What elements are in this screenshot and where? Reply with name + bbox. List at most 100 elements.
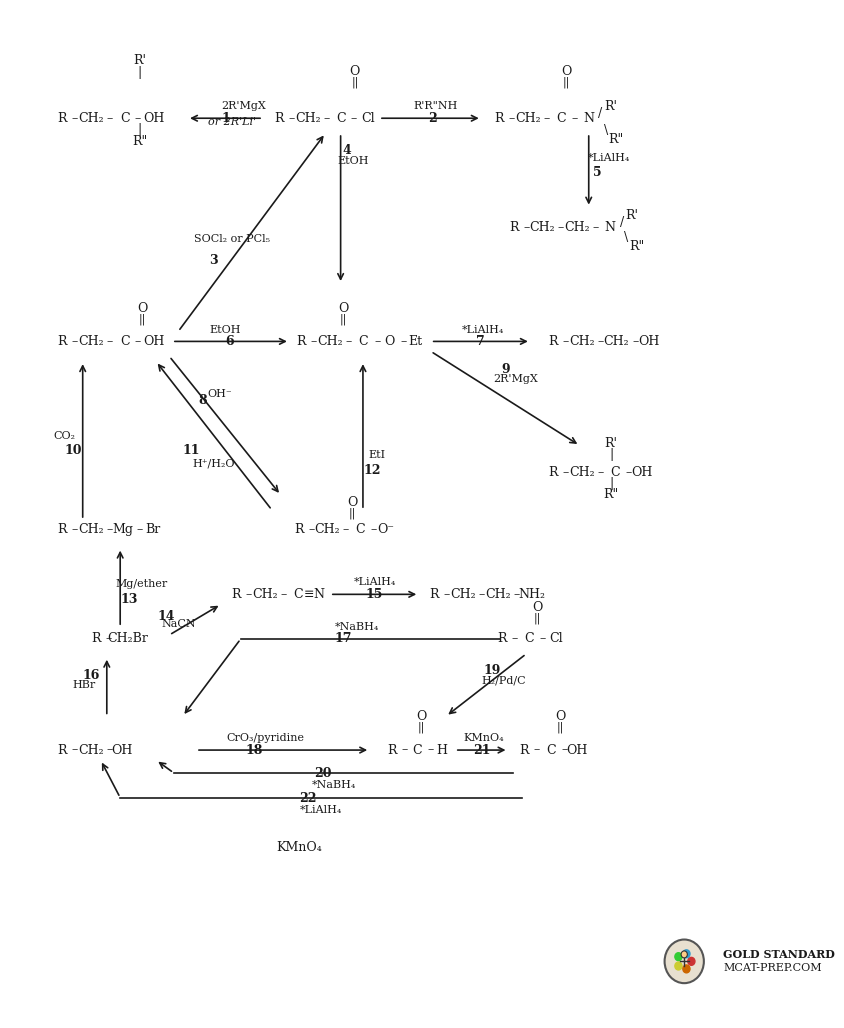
Text: O: O — [349, 65, 360, 78]
Text: R": R" — [630, 240, 645, 253]
Text: MCAT-PREP.COM: MCAT-PREP.COM — [723, 963, 822, 974]
Text: OH: OH — [638, 335, 659, 347]
Text: Cl: Cl — [549, 632, 562, 646]
Text: *NaBH₄: *NaBH₄ — [312, 780, 356, 790]
Text: KMnO₄: KMnO₄ — [276, 841, 322, 854]
Text: C: C — [355, 523, 365, 537]
Text: R: R — [495, 112, 504, 124]
Text: EtOH: EtOH — [210, 325, 241, 334]
Text: R': R' — [133, 54, 146, 67]
Text: –: – — [592, 221, 599, 233]
Text: 9: 9 — [501, 363, 510, 375]
Text: O: O — [338, 302, 349, 316]
Text: –: – — [544, 112, 550, 124]
Text: /: / — [619, 216, 624, 229]
Text: –: – — [571, 112, 577, 124]
Text: R: R — [91, 632, 100, 646]
Text: C: C — [611, 466, 620, 479]
Text: ||: || — [339, 314, 347, 325]
Text: R: R — [549, 335, 558, 347]
Text: –: – — [345, 335, 352, 347]
Text: 7: 7 — [476, 335, 485, 347]
Text: R: R — [387, 743, 398, 757]
Text: 8: 8 — [198, 395, 207, 407]
Text: O: O — [561, 65, 571, 78]
Text: O: O — [416, 710, 426, 723]
Text: –: – — [72, 743, 78, 757]
Text: –: – — [371, 523, 376, 537]
Text: CH₂: CH₂ — [450, 588, 476, 600]
Text: CH₂: CH₂ — [315, 523, 340, 537]
Text: –: – — [72, 523, 78, 537]
Text: 15: 15 — [365, 588, 383, 600]
Text: 12: 12 — [363, 464, 381, 477]
Text: 13: 13 — [121, 593, 138, 605]
Text: –: – — [72, 112, 78, 124]
Text: 16: 16 — [83, 669, 100, 683]
Text: R: R — [57, 335, 67, 347]
Text: –: – — [135, 335, 141, 347]
Text: H: H — [436, 743, 447, 757]
Text: |: | — [609, 448, 614, 461]
Text: CH₂: CH₂ — [78, 523, 104, 537]
Text: –: – — [106, 523, 112, 537]
Text: –: – — [513, 588, 520, 600]
Text: ≡: ≡ — [303, 588, 314, 600]
Text: –: – — [509, 112, 515, 124]
Text: H₂/Pd/C: H₂/Pd/C — [482, 675, 527, 686]
Text: \: \ — [624, 230, 628, 244]
Text: C: C — [358, 335, 368, 347]
Text: CH₂: CH₂ — [78, 335, 104, 347]
Text: –: – — [280, 588, 287, 600]
Text: 3: 3 — [209, 254, 219, 266]
Text: GOLD STANDARD: GOLD STANDARD — [723, 949, 836, 960]
Text: CH₂: CH₂ — [78, 112, 104, 124]
Text: –: – — [561, 743, 568, 757]
Text: R: R — [274, 112, 284, 124]
Text: O⁻: O⁻ — [377, 523, 395, 537]
Circle shape — [664, 940, 704, 983]
Text: 21: 21 — [473, 743, 490, 757]
Text: –: – — [598, 466, 603, 479]
Text: ||: || — [533, 613, 541, 624]
Text: N: N — [604, 221, 615, 233]
Text: CH₂: CH₂ — [515, 112, 541, 124]
Text: –: – — [625, 466, 632, 479]
Circle shape — [681, 951, 687, 958]
Text: R'R"NH: R'R"NH — [413, 102, 457, 111]
Text: –: – — [308, 523, 314, 537]
Text: EtI: EtI — [369, 450, 386, 461]
Text: N: N — [314, 588, 325, 600]
Circle shape — [683, 950, 690, 958]
Text: CH₂: CH₂ — [569, 466, 594, 479]
Text: SOCl₂ or PCl₅: SOCl₂ or PCl₅ — [194, 234, 270, 245]
Text: 5: 5 — [593, 167, 602, 179]
Text: CH₂: CH₂ — [295, 112, 321, 124]
Text: OH: OH — [143, 112, 165, 124]
Text: –: – — [428, 743, 434, 757]
Text: –: – — [539, 632, 545, 646]
Text: –: – — [632, 335, 638, 347]
Text: C: C — [524, 632, 533, 646]
Text: Mg/ether: Mg/ether — [116, 580, 168, 589]
Text: R: R — [497, 632, 507, 646]
Text: 2R'MgX: 2R'MgX — [221, 102, 266, 111]
Text: C: C — [413, 743, 422, 757]
Text: R': R' — [625, 209, 638, 222]
Text: –: – — [106, 335, 112, 347]
Text: *LiAlH₄: *LiAlH₄ — [354, 578, 396, 587]
Text: OH: OH — [631, 466, 653, 479]
Text: /: / — [598, 107, 603, 120]
Text: Mg: Mg — [112, 523, 133, 537]
Text: OH: OH — [143, 335, 165, 347]
Text: ||: || — [351, 77, 359, 88]
Text: *LiAlH₄: *LiAlH₄ — [300, 805, 342, 814]
Text: R": R" — [603, 487, 619, 501]
Text: –: – — [351, 112, 357, 124]
Circle shape — [683, 965, 690, 972]
Text: –: – — [523, 221, 529, 233]
Text: CH₂: CH₂ — [529, 221, 555, 233]
Text: ||: || — [417, 722, 425, 733]
Text: –: – — [562, 466, 569, 479]
Text: R: R — [430, 588, 439, 600]
